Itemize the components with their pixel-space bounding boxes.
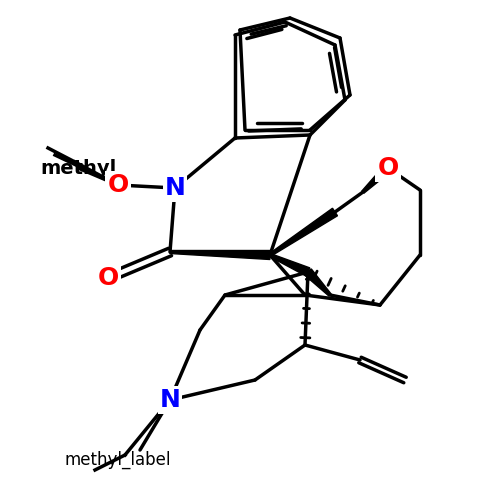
Polygon shape xyxy=(170,250,270,260)
Text: O: O xyxy=(108,173,128,197)
Text: O: O xyxy=(98,266,118,290)
Text: O: O xyxy=(98,266,118,290)
Text: methyl_label: methyl_label xyxy=(65,451,171,469)
Text: O: O xyxy=(378,156,398,180)
Text: methyl: methyl xyxy=(40,158,116,178)
Polygon shape xyxy=(269,208,338,256)
Text: N: N xyxy=(160,388,180,412)
Text: N: N xyxy=(164,176,186,200)
Text: N: N xyxy=(164,176,186,200)
Polygon shape xyxy=(362,165,391,193)
Polygon shape xyxy=(270,254,310,276)
Text: O: O xyxy=(378,156,398,180)
Text: O: O xyxy=(108,173,128,197)
Text: N: N xyxy=(160,388,180,412)
Polygon shape xyxy=(304,269,331,296)
